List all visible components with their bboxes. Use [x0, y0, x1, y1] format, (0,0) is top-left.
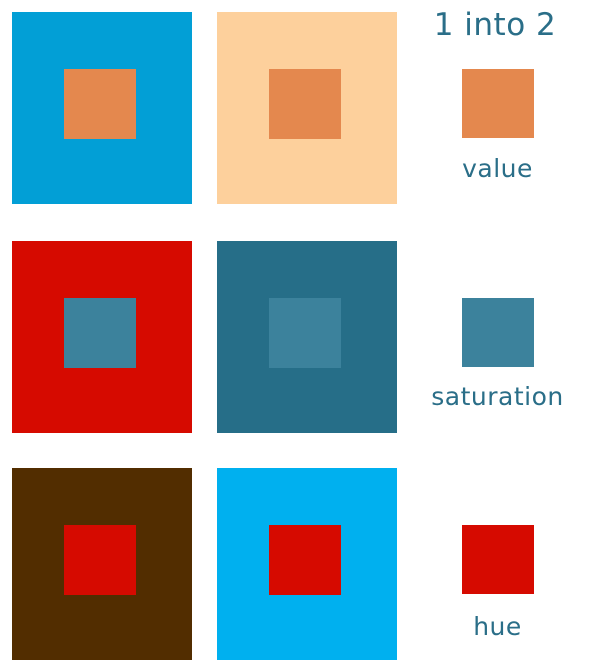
- value-right-surround: [217, 12, 397, 204]
- hue-left-surround: [12, 468, 192, 660]
- title: 1 into 2: [433, 7, 557, 43]
- value-right-center-square: [269, 69, 341, 139]
- hue-left-center-square: [64, 525, 136, 595]
- hue-right-center-square: [269, 525, 341, 595]
- saturation-label: saturation: [431, 382, 564, 411]
- saturation-left-surround: [12, 241, 192, 433]
- saturation-reference-swatch: [462, 298, 534, 367]
- saturation-left-center-square: [64, 298, 136, 368]
- hue-reference-swatch: [462, 525, 534, 594]
- value-label: value: [462, 154, 533, 183]
- saturation-right-surround: [217, 241, 397, 433]
- value-left-surround: [12, 12, 192, 204]
- hue-label: hue: [473, 612, 522, 641]
- value-left-center-square: [64, 69, 136, 139]
- hue-right-surround: [217, 468, 397, 660]
- saturation-right-center-square: [269, 298, 341, 368]
- value-reference-swatch: [462, 69, 534, 138]
